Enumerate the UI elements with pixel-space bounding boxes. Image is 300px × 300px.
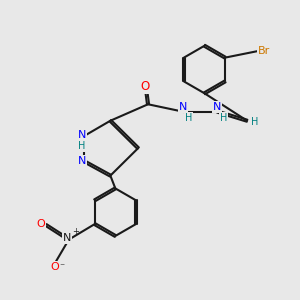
Text: H: H [78,141,86,151]
Text: O: O [36,218,45,229]
Text: O: O [140,80,150,93]
Text: H: H [185,112,192,122]
Text: N: N [78,156,86,166]
Text: H: H [251,117,258,127]
Text: N: N [63,233,71,243]
Text: Br: Br [257,46,270,56]
Text: O: O [50,262,59,272]
Text: N: N [178,102,187,112]
Text: N: N [213,102,222,112]
Text: N: N [78,130,86,140]
Text: ⁻: ⁻ [59,262,64,272]
Text: H: H [220,112,227,122]
Text: +: + [72,227,79,236]
